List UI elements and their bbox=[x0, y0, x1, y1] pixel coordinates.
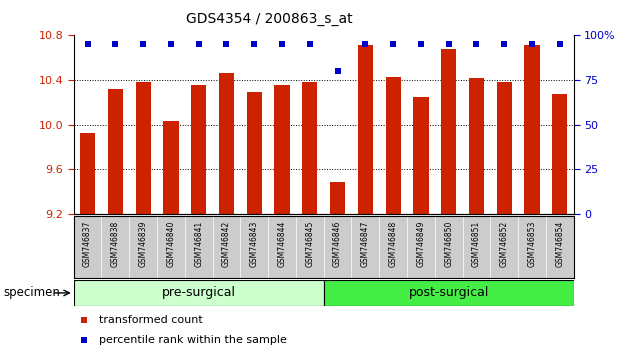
Point bbox=[333, 68, 343, 74]
Text: GSM746851: GSM746851 bbox=[472, 221, 481, 267]
Point bbox=[416, 41, 426, 47]
Text: GSM746840: GSM746840 bbox=[167, 221, 176, 267]
Bar bbox=[324, 280, 574, 306]
Bar bbox=[358, 45, 373, 214]
Text: GSM746837: GSM746837 bbox=[83, 221, 92, 267]
Text: GSM746847: GSM746847 bbox=[361, 221, 370, 267]
Bar bbox=[247, 92, 262, 214]
Text: GSM746846: GSM746846 bbox=[333, 221, 342, 267]
Bar bbox=[274, 85, 290, 214]
Text: GSM746850: GSM746850 bbox=[444, 221, 453, 267]
Point bbox=[360, 41, 370, 47]
Bar bbox=[552, 93, 567, 214]
Bar bbox=[163, 121, 179, 214]
Point bbox=[444, 41, 454, 47]
Text: GSM746842: GSM746842 bbox=[222, 221, 231, 267]
Bar bbox=[74, 280, 324, 306]
Bar bbox=[191, 85, 206, 214]
Point bbox=[79, 337, 89, 343]
Point bbox=[138, 41, 148, 47]
Point bbox=[194, 41, 204, 47]
Bar bbox=[135, 82, 151, 214]
Text: percentile rank within the sample: percentile rank within the sample bbox=[99, 335, 287, 345]
Bar bbox=[302, 82, 317, 214]
Text: GSM746848: GSM746848 bbox=[388, 221, 397, 267]
Bar bbox=[469, 78, 484, 214]
Text: GSM746852: GSM746852 bbox=[500, 221, 509, 267]
Point bbox=[83, 41, 93, 47]
Bar bbox=[219, 73, 234, 214]
Text: GSM746845: GSM746845 bbox=[305, 221, 314, 267]
Text: post-surgical: post-surgical bbox=[408, 286, 489, 299]
Text: GSM746844: GSM746844 bbox=[278, 221, 287, 267]
Bar bbox=[413, 97, 429, 214]
Point bbox=[527, 41, 537, 47]
Point bbox=[249, 41, 260, 47]
Text: GSM746843: GSM746843 bbox=[250, 221, 259, 267]
Text: specimen: specimen bbox=[3, 286, 60, 299]
Text: GSM746839: GSM746839 bbox=[138, 221, 147, 267]
Point bbox=[554, 41, 565, 47]
Text: GSM746854: GSM746854 bbox=[555, 221, 564, 267]
Bar bbox=[441, 49, 456, 214]
Point bbox=[277, 41, 287, 47]
Text: GDS4354 / 200863_s_at: GDS4354 / 200863_s_at bbox=[186, 12, 353, 27]
Bar bbox=[497, 82, 512, 214]
Text: pre-surgical: pre-surgical bbox=[162, 286, 236, 299]
Point bbox=[304, 41, 315, 47]
Point bbox=[499, 41, 510, 47]
Point bbox=[388, 41, 398, 47]
Point bbox=[166, 41, 176, 47]
Point bbox=[110, 41, 121, 47]
Text: transformed count: transformed count bbox=[99, 315, 203, 325]
Text: GSM746853: GSM746853 bbox=[528, 221, 537, 267]
Point bbox=[471, 41, 481, 47]
Text: GSM746838: GSM746838 bbox=[111, 221, 120, 267]
Bar bbox=[385, 77, 401, 214]
Point bbox=[221, 41, 231, 47]
Bar bbox=[330, 182, 345, 214]
Text: GSM746841: GSM746841 bbox=[194, 221, 203, 267]
Bar bbox=[108, 89, 123, 214]
Text: GSM746849: GSM746849 bbox=[417, 221, 426, 267]
Bar bbox=[524, 45, 540, 214]
Point bbox=[79, 317, 89, 323]
Bar bbox=[80, 133, 96, 214]
